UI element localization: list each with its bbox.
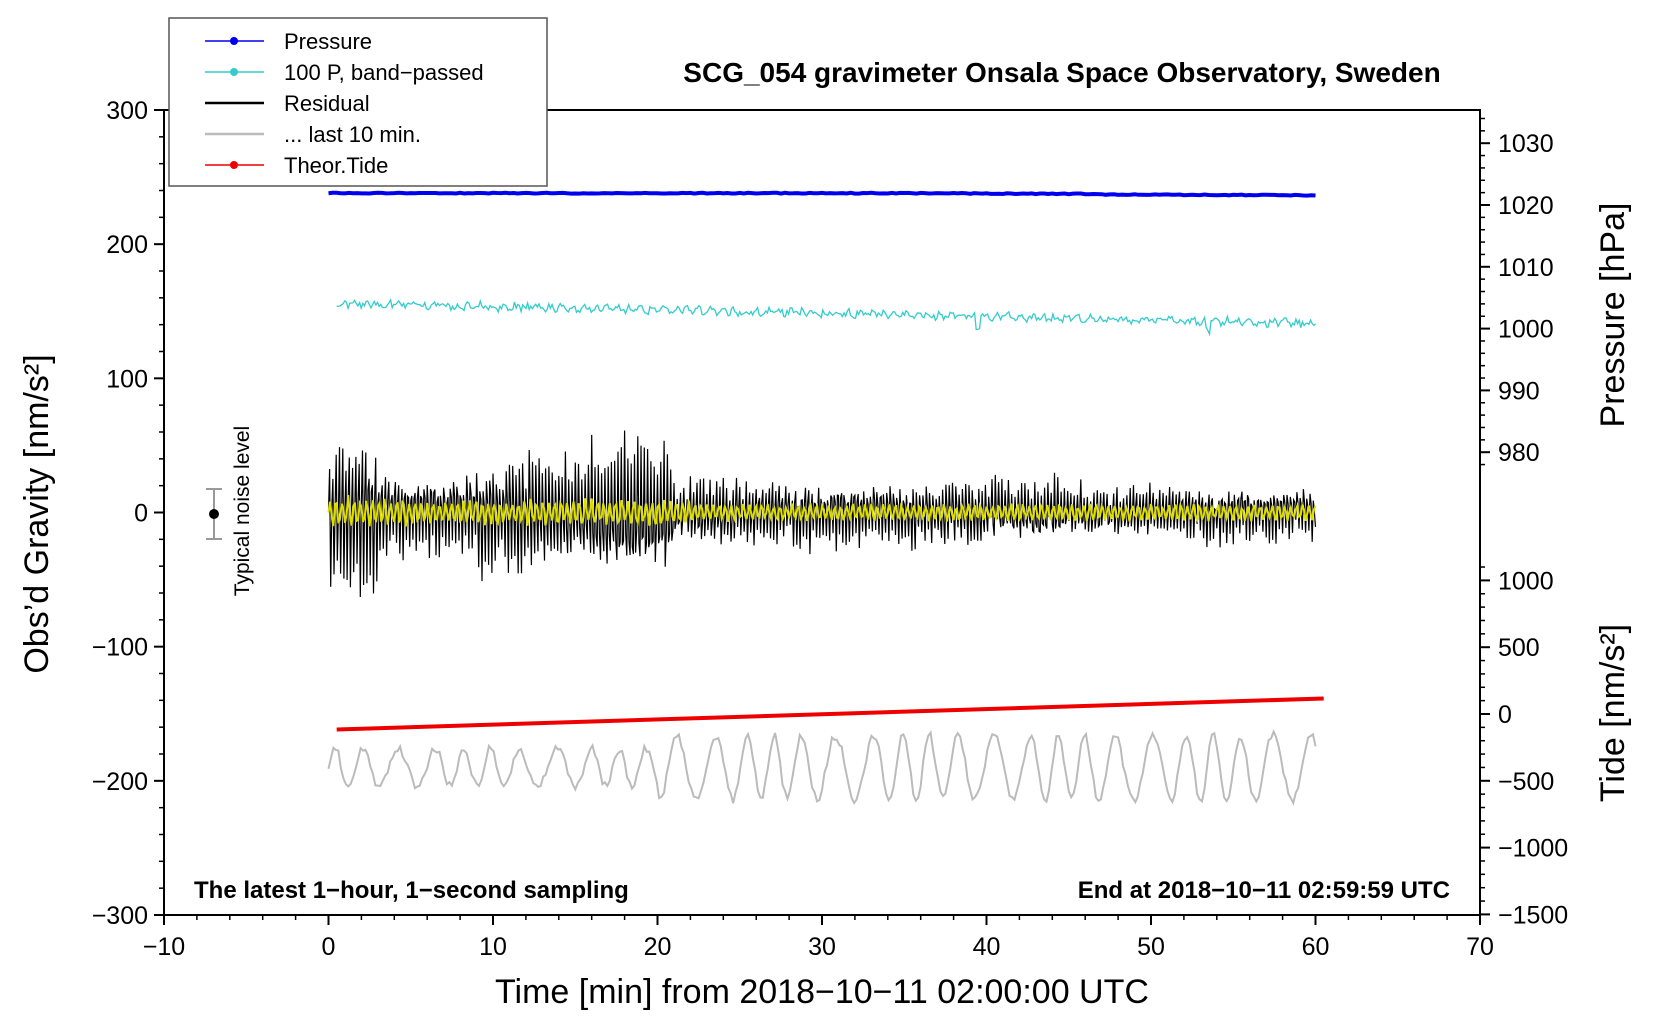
pressure-tick-label: 1020 [1498, 192, 1554, 220]
legend-label: 100 P, band−passed [284, 60, 484, 85]
legend-label: Pressure [284, 29, 372, 54]
tide-tick-label: −1500 [1498, 901, 1568, 929]
x-axis-ticks: −10 0 10 20 30 40 50 60 70 [143, 915, 1494, 961]
y-left-tick-label: −200 [92, 768, 148, 796]
series-pressure [328, 190, 1316, 198]
tide-tick-label: −1000 [1498, 835, 1568, 863]
series-residual-smoothed [327, 495, 1317, 527]
x-tick-label: 10 [479, 933, 507, 961]
x-tick-label: 40 [973, 933, 1001, 961]
legend-swatch-marker [230, 161, 238, 169]
x-tick-label: 60 [1302, 933, 1330, 961]
x-tick-label: 70 [1466, 933, 1494, 961]
x-tick-label: 20 [644, 933, 672, 961]
annotation-bottom-left: The latest 1−hour, 1−second sampling [194, 877, 629, 904]
x-tick-label: 0 [322, 933, 336, 961]
pressure-tick-label: 980 [1498, 439, 1540, 467]
chart-title: SCG_054 gravimeter Onsala Space Observat… [683, 57, 1440, 88]
x-tick-label: 30 [808, 933, 836, 961]
y-left-tick-label: −100 [92, 634, 148, 662]
noise-level-indicator: Typical noise level [206, 426, 254, 596]
legend-label: ... last 10 min. [284, 122, 421, 147]
y-left-tick-label: 300 [106, 97, 148, 125]
tide-tick-label: 500 [1498, 634, 1540, 662]
legend-swatch-marker [230, 68, 238, 76]
x-tick-label: −10 [143, 933, 185, 961]
y-left-tick-label: −300 [92, 902, 148, 930]
pressure-tick-label: 1010 [1498, 254, 1554, 282]
annotation-bottom-right: End at 2018−10−11 02:59:59 UTC [1078, 877, 1450, 904]
x-tick-label: 50 [1137, 933, 1165, 961]
pressure-tick-label: 990 [1498, 377, 1540, 405]
noise-level-label: Typical noise level [231, 426, 254, 596]
tide-axis-title: Tide [nm/s²] [1594, 624, 1632, 802]
legend-swatch-marker [230, 37, 238, 45]
tide-axis-ticks: 1000 500 0 −500 −1000 −1500 [1480, 566, 1568, 929]
pressure-tick-label: 1000 [1498, 316, 1554, 344]
y-left-tick-label: 0 [134, 500, 148, 528]
y-left-axis-title: Obs’d Gravity [nm/s²] [18, 354, 56, 673]
series-theor-tide [336, 696, 1324, 732]
x-axis-title: Time [min] from 2018−10−11 02:00:00 UTC [495, 973, 1149, 1011]
series-last-10-min [327, 728, 1317, 806]
noise-bar-point [209, 509, 219, 519]
pressure-tick-label: 1030 [1498, 130, 1554, 158]
y-left-tick-label: 100 [106, 365, 148, 393]
tide-tick-label: −500 [1498, 768, 1554, 796]
y-left-axis-ticks: 300 200 100 0 −100 −200 −300 [92, 97, 164, 930]
legend-label: Residual [284, 91, 370, 116]
y-left-tick-label: 200 [106, 231, 148, 259]
pressure-axis-ticks: 1030 1020 1010 1000 990 980 [1480, 117, 1554, 467]
legend-label: Theor.Tide [284, 153, 388, 178]
tide-tick-label: 0 [1498, 701, 1512, 729]
legend: Pressure 100 P, band−passed Residual ... la… [168, 17, 548, 187]
tide-tick-label: 1000 [1498, 567, 1554, 595]
series-100p-band-passed [336, 298, 1316, 337]
pressure-axis-title: Pressure [hPa] [1594, 203, 1632, 428]
